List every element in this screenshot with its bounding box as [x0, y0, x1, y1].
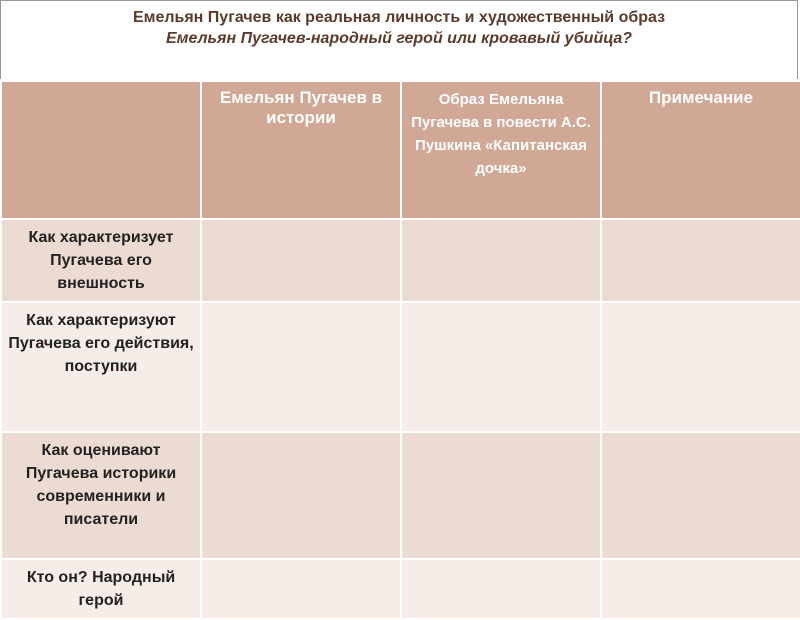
empty-cell	[400, 218, 602, 303]
empty-cell	[400, 431, 602, 560]
title-box: Емельян Пугачев как реальная личность и …	[0, 0, 798, 79]
empty-cell	[600, 218, 800, 303]
row-label: Как характеризует Пугачева его внешность	[0, 218, 202, 303]
empty-cell	[600, 558, 800, 620]
empty-cell	[400, 301, 602, 433]
row-label: Кто он? Народный герой	[0, 558, 202, 620]
empty-cell	[200, 558, 402, 620]
title: Емельян Пугачев как реальная личность и …	[132, 9, 666, 26]
table-row: Как характеризуют Пугачева его действия,…	[0, 301, 800, 433]
corner-cell	[0, 80, 202, 220]
column-header: Емельян Пугачев в истории	[200, 80, 402, 220]
column-header: Примечание	[600, 80, 800, 220]
subtitle: Емельян Пугачев-народный герой или крова…	[165, 30, 633, 47]
empty-cell	[200, 301, 402, 433]
row-label: Как оценивают Пугачева историки современ…	[0, 431, 202, 560]
table-row: Кто он? Народный герой	[0, 558, 800, 620]
column-header: Образ Емельяна Пугачева в повести А.С. П…	[400, 80, 602, 220]
header-row: Емельян Пугачев в истории Образ Емельяна …	[0, 80, 800, 220]
empty-cell	[600, 301, 800, 433]
table-row: Как оценивают Пугачева историки современ…	[0, 431, 800, 560]
empty-cell	[400, 558, 602, 620]
empty-cell	[200, 218, 402, 303]
empty-cell	[600, 431, 800, 560]
table-row: Как характеризует Пугачева его внешность	[0, 218, 800, 303]
table: Емельян Пугачев в истории Образ Емельяна …	[0, 80, 800, 620]
row-label: Как характеризуют Пугачева его действия,…	[0, 301, 202, 433]
empty-cell	[200, 431, 402, 560]
